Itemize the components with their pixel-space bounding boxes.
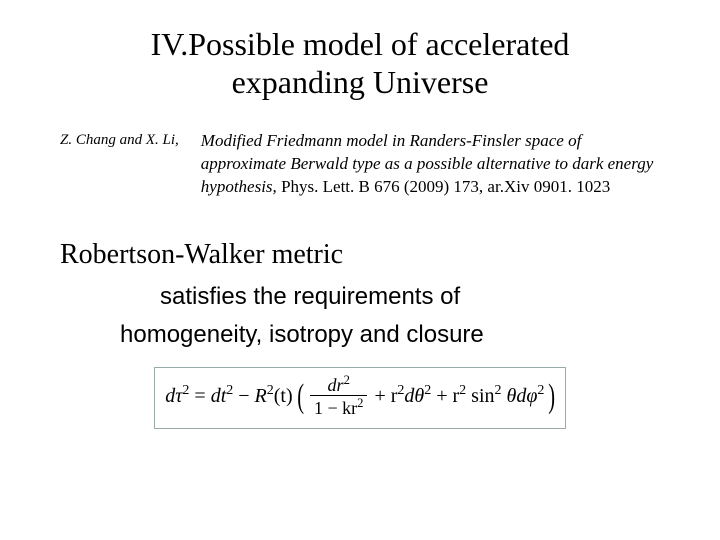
- reference-row: Z. Chang and X. Li, Modified Friedmann m…: [60, 130, 660, 199]
- eq-equals: =: [194, 384, 210, 406]
- eq-R: R: [255, 384, 267, 406]
- citation: Modified Friedmann model in Randers-Fins…: [201, 130, 660, 199]
- authors: Z. Chang and X. Li,: [60, 130, 179, 199]
- eq-plus1: + r: [374, 384, 397, 406]
- eq-frac-den: 1 − kr: [314, 398, 357, 418]
- eq-lhs: dτ: [165, 384, 182, 406]
- eq-frac-num: dr: [328, 375, 344, 395]
- equation-container: dτ2 = dt2 − R2(t) ( dr2 1 − kr2 + r2dθ2 …: [60, 367, 660, 429]
- eq-minus: −: [238, 384, 249, 406]
- eq-plus2: + r: [436, 384, 459, 406]
- eq-dtheta: dθ: [404, 384, 424, 406]
- eq-sin: sin: [466, 384, 494, 406]
- slide-title: IV.Possible model of accelerated expandi…: [60, 25, 660, 102]
- rparen-icon: ): [549, 378, 556, 416]
- eq-fraction: dr2 1 − kr2: [310, 374, 367, 420]
- requirement-line-1: satisfies the requirements of: [160, 283, 660, 311]
- lparen-icon: (: [297, 378, 304, 416]
- requirement-line-2: homogeneity, isotropy and closure: [120, 321, 660, 349]
- eq-dt: dt: [211, 384, 227, 406]
- slide-content: IV.Possible model of accelerated expandi…: [0, 0, 720, 540]
- citation-journal: Phys. Lett. B 676 (2009) 173, ar.Xiv 090…: [277, 177, 610, 196]
- rw-metric-equation: dτ2 = dt2 − R2(t) ( dr2 1 − kr2 + r2dθ2 …: [154, 367, 565, 429]
- eq-theta-phi: θdφ: [502, 384, 538, 406]
- title-line-1: IV.Possible model of accelerated: [151, 26, 570, 62]
- metric-heading: Robertson-Walker metric: [60, 239, 660, 271]
- title-line-2: expanding Universe: [232, 64, 489, 100]
- eq-t: (t): [274, 384, 293, 406]
